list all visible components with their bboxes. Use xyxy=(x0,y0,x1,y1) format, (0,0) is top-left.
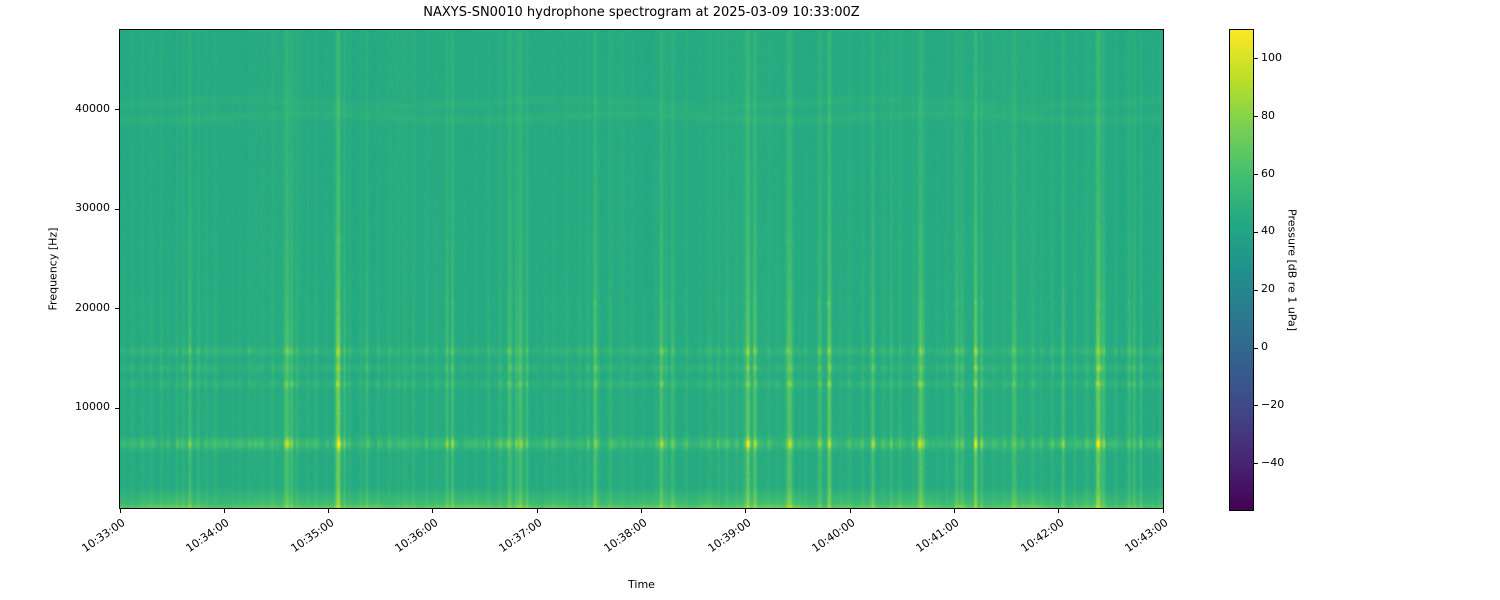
colorbar-tick-label: −40 xyxy=(1261,455,1285,469)
y-tick-label: 30000 xyxy=(75,201,110,215)
x-tick-label: 10:39:00 xyxy=(705,516,754,555)
x-tick-mark xyxy=(119,509,121,513)
colorbar-tick-label: 60 xyxy=(1261,166,1275,180)
x-tick-mark xyxy=(328,509,330,513)
colorbar-gradient xyxy=(1230,30,1253,510)
x-tick-label: 10:43:00 xyxy=(1122,516,1171,555)
y-tick-mark xyxy=(115,308,119,310)
y-tick-mark xyxy=(115,208,119,210)
y-tick-label: 40000 xyxy=(75,101,110,115)
colorbar-tick-label: −20 xyxy=(1261,397,1285,411)
x-tick-label: 10:35:00 xyxy=(288,516,337,555)
colorbar-tick-mark xyxy=(1254,347,1258,349)
colorbar-tick-mark xyxy=(1254,289,1258,291)
x-tick-label: 10:38:00 xyxy=(601,516,649,555)
x-tick-mark xyxy=(1162,509,1164,513)
x-tick-mark xyxy=(223,509,225,513)
x-tick-label: 10:33:00 xyxy=(79,516,128,555)
x-tick-mark xyxy=(849,509,851,513)
colorbar-tick-mark xyxy=(1254,463,1258,465)
plot-frame xyxy=(119,29,1164,509)
colorbar xyxy=(1229,29,1254,511)
colorbar-label: Pressure [dB re 1 uPa] xyxy=(1285,209,1299,331)
colorbar-tick-mark xyxy=(1254,174,1258,176)
y-tick-mark xyxy=(115,407,119,409)
colorbar-tick-mark xyxy=(1254,116,1258,118)
colorbar-tick-label: 0 xyxy=(1261,340,1268,354)
colorbar-tick-mark xyxy=(1254,405,1258,407)
x-tick-mark xyxy=(641,509,642,513)
x-tick-label: 10:42:00 xyxy=(1018,516,1067,555)
x-axis-label: Time xyxy=(628,578,655,591)
x-tick-mark xyxy=(745,509,747,513)
x-tick-mark xyxy=(953,509,955,513)
plot-title: NAXYS-SN0010 hydrophone spectrogram at 2… xyxy=(423,5,860,20)
x-tick-mark xyxy=(536,509,538,513)
y-axis-label: Frequency [Hz] xyxy=(46,227,60,311)
y-tick-mark xyxy=(115,109,119,111)
x-tick-label: 10:37:00 xyxy=(496,516,545,555)
colorbar-tick-label: 100 xyxy=(1261,50,1282,64)
colorbar-tick-label: 20 xyxy=(1261,282,1275,296)
y-tick-label: 10000 xyxy=(75,400,110,414)
x-tick-label: 10:36:00 xyxy=(392,516,441,555)
x-tick-label: 10:34:00 xyxy=(183,516,232,555)
colorbar-tick-mark xyxy=(1254,58,1258,60)
x-tick-label: 10:40:00 xyxy=(809,516,858,555)
x-tick-label: 10:41:00 xyxy=(913,516,962,555)
colorbar-tick-label: 40 xyxy=(1261,224,1275,238)
spectrogram-heatmap xyxy=(120,30,1163,508)
colorbar-tick-mark xyxy=(1254,231,1258,233)
colorbar-tick-label: 80 xyxy=(1261,108,1275,122)
y-tick-label: 20000 xyxy=(75,300,110,314)
x-tick-mark xyxy=(1058,509,1060,513)
x-tick-mark xyxy=(432,509,434,513)
